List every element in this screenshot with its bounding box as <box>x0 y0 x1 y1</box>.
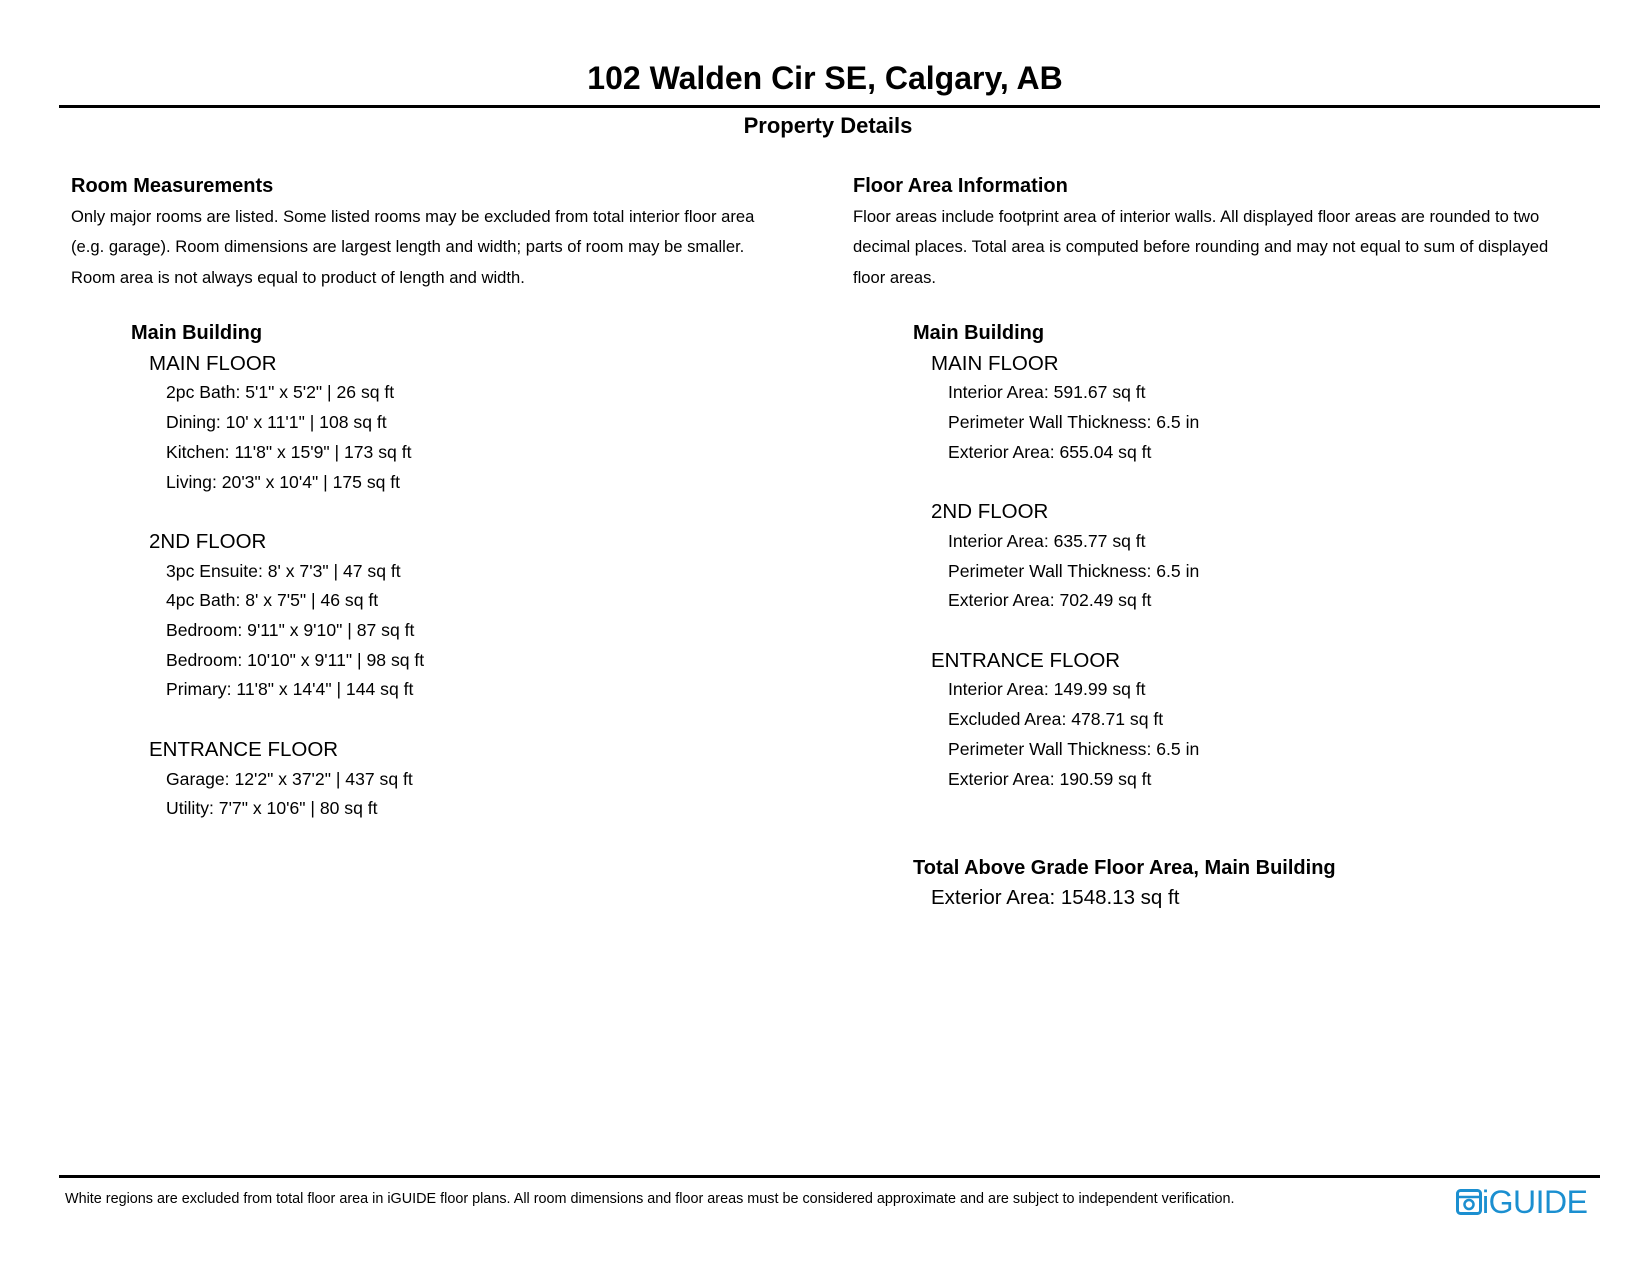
section-heading: Room Measurements <box>71 175 274 197</box>
total-heading: Total Above Grade Floor Area, Main Build… <box>913 856 1336 879</box>
section-heading: Floor Area Information <box>853 175 1068 197</box>
list-item: Perimeter Wall Thickness: 6.5 in <box>948 738 1200 759</box>
list-item: 4pc Bath: 8' x 7'5" | 46 sq ft <box>166 590 379 611</box>
section-description: Floor areas include footprint area of in… <box>853 202 1633 293</box>
list-item: Bedroom: 9'11" x 9'10" | 87 sq ft <box>166 620 415 641</box>
footer-divider <box>59 1175 1600 1178</box>
list-item: Dining: 10' x 11'1" | 108 sq ft <box>166 412 387 433</box>
room-list: Main Building MAIN FLOOR 2pc Bath: 5'1" x … <box>131 319 424 824</box>
list-item: Interior Area: 591.67 sq ft <box>948 382 1146 403</box>
room-measurements-section: Room Measurements Only major rooms are l… <box>71 172 831 293</box>
floor-heading: 2ND FLOOR <box>149 529 267 553</box>
logo-text: iGUIDE <box>1482 1184 1588 1220</box>
list-item: Perimeter Wall Thickness: 6.5 in <box>948 560 1200 581</box>
spacer <box>913 468 1336 498</box>
building-heading: Main Building <box>131 322 263 344</box>
building-heading: Main Building <box>913 322 1045 344</box>
page-subtitle: Property Details <box>743 113 913 138</box>
list-item: Living: 20'3" x 10'4" | 175 sq ft <box>166 471 401 492</box>
floor-heading: ENTRANCE FLOOR <box>931 648 1121 672</box>
spacer <box>913 616 1336 646</box>
description-line: floor areas. <box>853 267 937 287</box>
list-item: Bedroom: 10'10" x 9'11" | 98 sq ft <box>166 649 425 670</box>
list-item: Exterior Area: 655.04 sq ft <box>948 441 1152 462</box>
iguide-logo: iGUIDE <box>1456 1184 1588 1220</box>
section-description: Only major rooms are listed. Some listed… <box>71 202 831 293</box>
floor-heading: MAIN FLOOR <box>149 351 277 375</box>
list-item: Exterior Area: 190.59 sq ft <box>948 768 1152 789</box>
total-value: Exterior Area: 1548.13 sq ft <box>931 886 1180 910</box>
floor-heading: ENTRANCE FLOOR <box>149 737 339 761</box>
page-title: 102 Walden Cir SE, Calgary, AB <box>587 60 1063 96</box>
list-item: Utility: 7'7" x 10'6" | 80 sq ft <box>166 798 378 819</box>
list-item: Interior Area: 635.77 sq ft <box>948 530 1146 551</box>
floor-heading: MAIN FLOOR <box>931 351 1059 375</box>
description-line: Room area is not always equal to product… <box>71 267 525 287</box>
floor-heading: 2ND FLOOR <box>931 500 1049 524</box>
list-item: Primary: 11'8" x 14'4" | 144 sq ft <box>166 679 414 700</box>
list-item: Kitchen: 11'8" x 15'9" | 173 sq ft <box>166 441 412 462</box>
description-line: Floor areas include footprint area of in… <box>853 207 1540 226</box>
header-divider <box>59 105 1600 108</box>
list-item: Perimeter Wall Thickness: 6.5 in <box>948 412 1200 433</box>
floor-area-section: Floor Area Information Floor areas inclu… <box>853 172 1633 293</box>
description-line: Only major rooms are listed. Some listed… <box>71 207 755 226</box>
list-item: Garage: 12'2" x 37'2" | 437 sq ft <box>166 768 413 789</box>
spacer <box>131 705 424 735</box>
list-item: Interior Area: 149.99 sq ft <box>948 679 1146 700</box>
description-line: (e.g. garage). Room dimensions are large… <box>71 237 745 257</box>
list-item: 2pc Bath: 5'1" x 5'2" | 26 sq ft <box>166 382 395 403</box>
spacer <box>913 794 1336 824</box>
list-item: 3pc Ensuite: 8' x 7'3" | 47 sq ft <box>166 560 401 581</box>
list-item: Exterior Area: 702.49 sq ft <box>948 590 1152 611</box>
spacer <box>131 497 424 527</box>
footer-disclaimer: White regions are excluded from total fl… <box>65 1191 1235 1207</box>
iguide-logo-icon <box>1456 1189 1482 1215</box>
description-line: decimal places. Total area is computed b… <box>853 237 1549 257</box>
spacer <box>913 824 1336 854</box>
list-item: Excluded Area: 478.71 sq ft <box>948 709 1164 730</box>
floor-area-list: Main Building MAIN FLOOR Interior Area: 59… <box>913 319 1336 913</box>
